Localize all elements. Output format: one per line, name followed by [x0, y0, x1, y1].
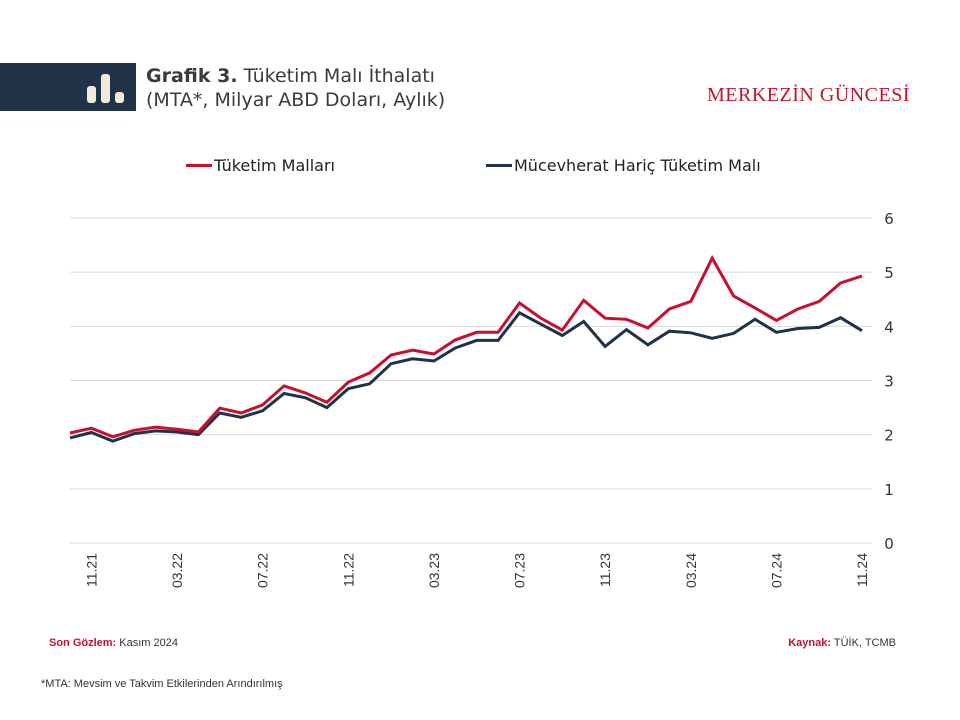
y-tick-label: 1 — [884, 481, 894, 499]
last-observation-label: Son Gözlem: — [49, 637, 117, 649]
y-tick-label: 4 — [884, 318, 894, 336]
x-tick-label: 07.23 — [512, 553, 528, 588]
x-tick-label: 03.24 — [683, 553, 699, 588]
footnote: *MTA: Mevsim ve Takvim Etkilerinden Arın… — [41, 678, 283, 690]
title-text: Tüketim Malı İthalatı — [237, 65, 435, 87]
legend: Tüketim Malları Mücevherat Hariç Tüketim… — [0, 156, 960, 178]
legend-label: Mücevherat Hariç Tüketim Malı — [514, 156, 761, 175]
brand-logo: MERKEZİN GÜNCESİ — [707, 84, 910, 106]
x-tick-label: 03.23 — [426, 553, 442, 588]
y-tick-label: 3 — [884, 373, 894, 391]
y-tick-label: 5 — [884, 264, 894, 282]
y-tick-label: 0 — [884, 535, 894, 553]
x-tick-label: 07.22 — [255, 553, 271, 588]
x-tick-label: 07.24 — [768, 553, 784, 588]
legend-item-mucevherat-haric: Mücevherat Hariç Tüketim Malı — [486, 156, 761, 175]
x-tick-label: 11.24 — [854, 553, 870, 587]
x-tick-label: 03.22 — [169, 553, 185, 588]
header-bar — [0, 63, 136, 111]
x-tick-label: 11.23 — [597, 553, 613, 587]
last-observation-value: Kasım 2024 — [116, 637, 178, 649]
series-line-tuketim-mallari — [69, 254, 863, 439]
legend-item-tuketim-mallari: Tüketim Malları — [186, 156, 335, 175]
chart-subtitle: (MTA*, Milyar ABD Doları, Aylık) — [146, 89, 446, 111]
title-bold: Grafik 3. — [146, 65, 238, 87]
x-tick-label: 11.22 — [340, 553, 356, 587]
legend-swatch-red — [186, 164, 212, 167]
y-tick-label: 2 — [884, 427, 894, 445]
source-label: Kaynak: — [788, 637, 831, 649]
x-tick-label: 11.21 — [83, 553, 99, 587]
series-line-mucevherat-haric — [69, 310, 863, 443]
chart-title: Grafik 3. Tüketim Malı İthalatı (MTA*, M… — [146, 64, 445, 112]
bar-chart-icon — [87, 74, 124, 103]
source: Kaynak: TÜİK, TCMB — [788, 637, 896, 649]
legend-label: Tüketim Malları — [214, 156, 335, 175]
last-observation: Son Gözlem: Kasım 2024 — [49, 637, 178, 649]
legend-swatch-dark — [486, 164, 512, 167]
source-value: TÜİK, TCMB — [831, 637, 896, 649]
y-tick-label: 6 — [884, 210, 894, 228]
